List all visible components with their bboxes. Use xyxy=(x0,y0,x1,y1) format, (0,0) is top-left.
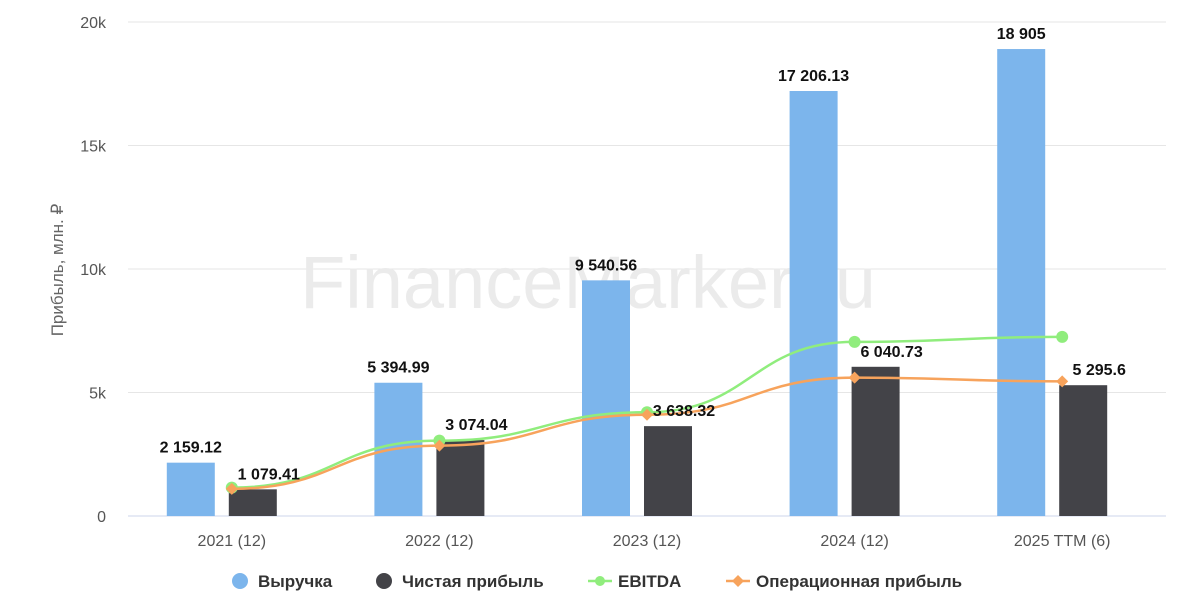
y-tick-label: 5k xyxy=(89,386,107,403)
y-tick-label: 20k xyxy=(80,15,107,32)
net-profit-bar xyxy=(1059,385,1108,516)
net-profit-data-label: 3 074.04 xyxy=(445,417,507,434)
revenue-data-label: 2 159.12 xyxy=(160,440,222,457)
data-labels: 2 159.12 5 394.99 9 540.56 17 206.13 18 905 1… xyxy=(160,26,1126,483)
revenue-data-label: 5 394.99 xyxy=(367,360,429,377)
operating-profit-point xyxy=(641,408,653,421)
revenue-data-label: 18 905 xyxy=(997,26,1046,43)
lines xyxy=(225,330,1069,495)
operating-profit-point xyxy=(433,439,446,452)
x-category-label: 2024 (12) xyxy=(820,533,889,550)
operating-profit-point xyxy=(848,371,861,384)
net-profit-data-label: 6 040.73 xyxy=(860,344,922,361)
legend-label: Чистая прибыль xyxy=(402,572,544,591)
legend-label: Выручка xyxy=(258,572,333,591)
revenue-bar xyxy=(997,49,1046,516)
ebitda-point xyxy=(1056,330,1069,343)
x-category-label: 2021 (12) xyxy=(198,533,267,550)
y-tick-label: 0 xyxy=(97,509,106,526)
revenue-bar xyxy=(166,462,215,516)
net-profit-bar xyxy=(851,366,900,516)
y-tick-label: 10k xyxy=(80,262,107,279)
x-axis-categories: 2021 (12) 2022 (12) 2023 (12) 2024 (12) 2025… xyxy=(198,533,1111,550)
x-category-label: 2025 TTM (6) xyxy=(1014,533,1111,550)
legend-label: EBITDA xyxy=(618,572,681,591)
ebitda-point xyxy=(848,335,861,348)
legend-revenue-marker xyxy=(232,573,248,589)
x-category-label: 2023 (12) xyxy=(613,533,682,550)
operating-profit-point xyxy=(1056,375,1069,388)
legend-operating-profit-marker xyxy=(732,575,744,587)
legend-ebitda-marker xyxy=(595,576,605,586)
net-profit-bar xyxy=(228,489,277,516)
net-profit-data-label: 1 079.41 xyxy=(238,466,300,483)
legend: Выручка Чистая прибыль EBITDA Операционная … xyxy=(232,572,962,591)
y-tick-label: 15k xyxy=(80,139,107,156)
y-axis-ticks: 0 5k 10k 15k 20k xyxy=(80,15,107,526)
net-profit-bar xyxy=(436,440,485,516)
legend-label: Операционная прибыль xyxy=(756,572,962,591)
grid-lines xyxy=(128,21,1166,517)
net-profit-data-label: 5 295.6 xyxy=(1073,362,1126,379)
revenue-bar xyxy=(789,91,838,516)
y-axis-title: Прибыль, млн. ₽ xyxy=(48,204,67,337)
revenue-bar xyxy=(582,280,630,516)
legend-net-profit-marker xyxy=(376,573,392,589)
revenue-data-label: 17 206.13 xyxy=(778,68,849,85)
operating-profit-point xyxy=(225,482,238,495)
revenue-data-label: 9 540.56 xyxy=(575,257,637,274)
net-profit-bar xyxy=(644,426,692,516)
net-profit-data-label: 3 638.32 xyxy=(653,403,715,420)
x-category-label: 2022 (12) xyxy=(405,533,474,550)
